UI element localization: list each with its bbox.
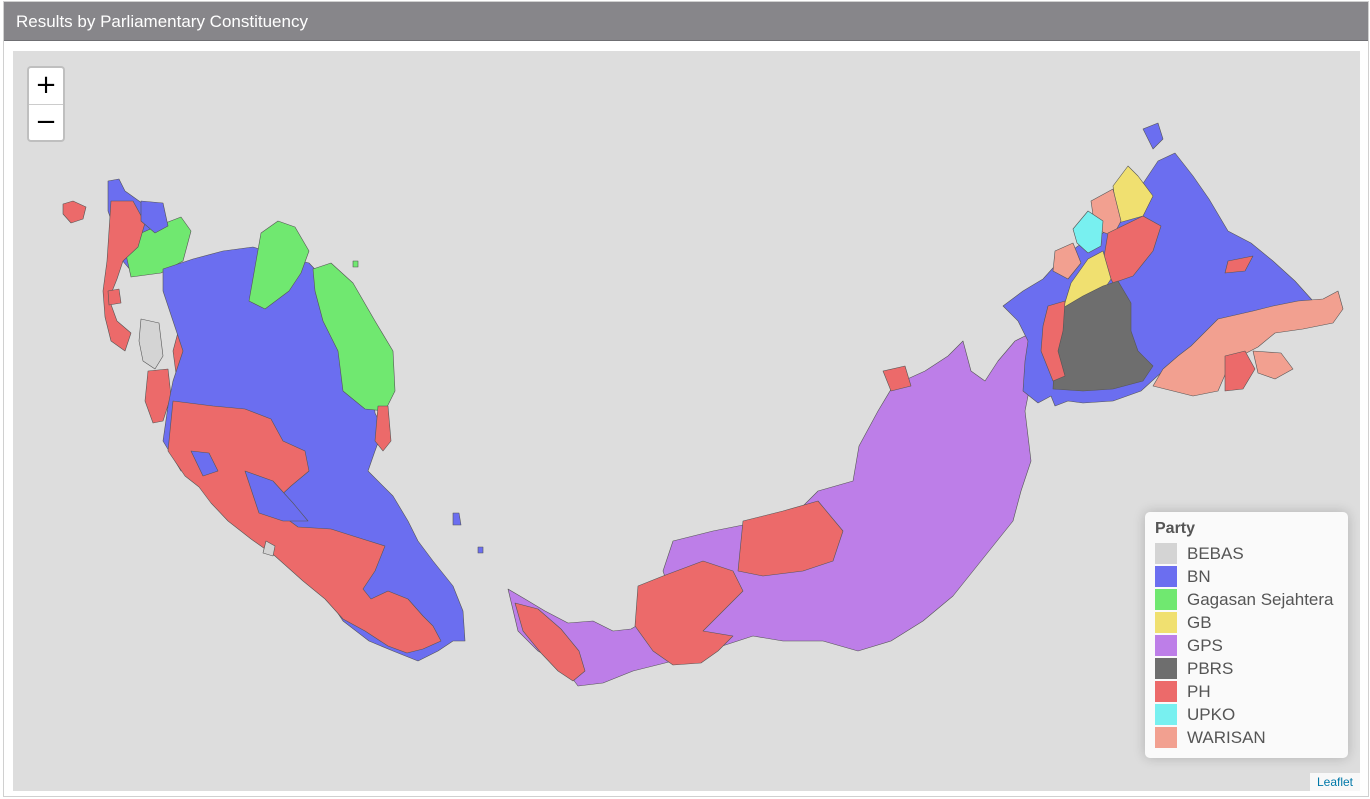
region-sarawak-ph-kuching <box>514 602 586 682</box>
legend-item: BN <box>1155 565 1338 588</box>
region-interior-pbrs <box>1052 280 1154 392</box>
leaflet-link[interactable]: Leaflet <box>1316 775 1353 789</box>
map-container[interactable]: + − Party BEBAS BN Gagasan Sejahtera GB GPS P… <box>13 51 1360 791</box>
region-upko <box>1072 210 1104 254</box>
panel-title: Results by Parliamentary Constituency <box>16 12 308 31</box>
legend-label: BEBAS <box>1187 543 1244 563</box>
legend-item: BEBAS <box>1155 542 1338 565</box>
legend-swatch <box>1155 681 1177 702</box>
region-kk-warisan <box>1052 242 1082 280</box>
legend: Party BEBAS BN Gagasan Sejahtera GB GPS PBRS P… <box>1145 512 1348 758</box>
legend-label: PH <box>1187 681 1211 701</box>
legend-label: GB <box>1187 612 1212 632</box>
legend-label: UPKO <box>1187 704 1236 724</box>
legend-label: GPS <box>1187 635 1223 655</box>
legend-item: UPKO <box>1155 703 1338 726</box>
region-tioman <box>452 512 462 526</box>
legend-label: WARISAN <box>1187 727 1266 747</box>
panel-header: Results by Parliamentary Constituency <box>4 2 1368 41</box>
region-sarawak-ph-central <box>634 560 744 666</box>
region-kedah-ph <box>102 200 146 352</box>
region-kinabatangan-ph <box>1224 255 1254 274</box>
legend-title: Party <box>1155 520 1196 537</box>
region-ns-bn <box>190 450 219 477</box>
region-sarawak-gps <box>507 332 1044 687</box>
legend-swatch <box>1155 635 1177 656</box>
legend-label: Gagasan Sejahtera <box>1187 589 1334 609</box>
legend-label: PBRS <box>1187 658 1234 678</box>
region-selangor-bn <box>244 470 309 522</box>
region-beaufort-ph <box>1040 300 1066 382</box>
region-sarawak-ph-sibu <box>737 500 844 577</box>
legend-item: Gagasan Sejahtera <box>1155 588 1338 611</box>
legend-item: PBRS <box>1155 657 1338 680</box>
constituency-map[interactable] <box>13 51 1360 791</box>
region-terengganu-ph <box>374 405 392 452</box>
legend-swatch <box>1155 704 1177 725</box>
region-west-coast-ph <box>167 400 442 654</box>
zoom-control: + − <box>27 66 65 142</box>
region-miri-ph <box>882 365 912 392</box>
region-kelantan-north-bn <box>140 200 169 234</box>
legend-item: WARISAN <box>1155 726 1338 749</box>
attribution: Leaflet <box>1309 773 1360 791</box>
region-tawau-warisan <box>1152 290 1344 397</box>
region-sandakan-ph <box>1224 350 1256 392</box>
region-perak-north-ph <box>144 368 172 424</box>
region-penang-islands <box>62 200 87 224</box>
legend-item: GPS <box>1155 634 1338 657</box>
legend-label: BN <box>1187 566 1211 586</box>
legend-swatch <box>1155 612 1177 633</box>
legend-swatch <box>1155 658 1177 679</box>
region-semporna-warisan <box>1252 350 1294 380</box>
legend-swatch <box>1155 543 1177 564</box>
region-kelantan-gs <box>248 220 310 310</box>
zoom-out-button[interactable]: − <box>35 107 57 137</box>
region-pangkor-ph <box>107 288 122 306</box>
legend-swatch <box>1155 566 1177 587</box>
zoom-in-button[interactable]: + <box>29 68 63 105</box>
legend-item: PH <box>1155 680 1338 703</box>
region-kl-bebas <box>262 540 276 557</box>
legend-swatch <box>1155 589 1177 610</box>
legend-item: GB <box>1155 611 1338 634</box>
region-penang-bebas <box>138 318 164 370</box>
legend-swatch <box>1155 727 1177 748</box>
region-islet-b <box>352 260 359 268</box>
region-sabah-north-bn <box>1142 122 1164 150</box>
region-islet-a <box>477 546 484 554</box>
